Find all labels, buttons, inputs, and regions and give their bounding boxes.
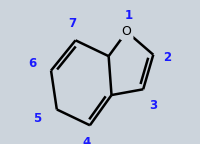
Text: 1: 1 (125, 9, 133, 22)
Text: 6: 6 (28, 57, 36, 70)
Text: 7: 7 (69, 17, 77, 30)
Text: 2: 2 (164, 51, 172, 64)
Text: O: O (122, 25, 132, 38)
Text: 4: 4 (83, 136, 91, 144)
Text: 3: 3 (149, 99, 157, 112)
Text: 5: 5 (33, 112, 41, 125)
